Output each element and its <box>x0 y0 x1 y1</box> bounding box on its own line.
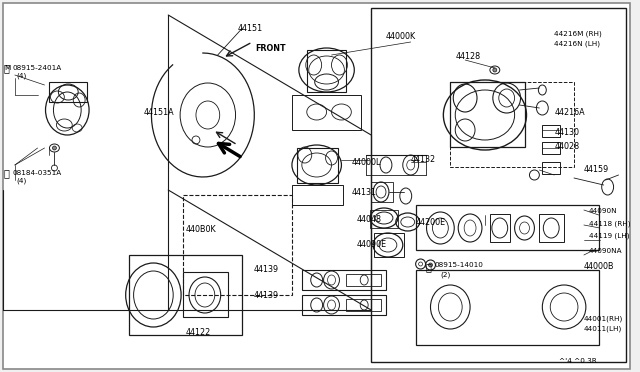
Text: 44131: 44131 <box>351 188 376 197</box>
Bar <box>542 125 560 137</box>
Bar <box>129 255 243 335</box>
Bar <box>451 82 525 147</box>
Text: 44130: 44130 <box>554 128 579 137</box>
Bar <box>49 82 87 102</box>
Text: 44000K: 44000K <box>386 32 416 41</box>
Text: 440B0K: 440B0K <box>186 225 217 234</box>
Text: 44132: 44132 <box>411 155 436 164</box>
Bar <box>371 8 627 362</box>
Text: 44001(RH): 44001(RH) <box>584 315 623 321</box>
Ellipse shape <box>493 68 497 72</box>
Bar <box>415 270 599 345</box>
Ellipse shape <box>429 263 433 267</box>
Text: 44122: 44122 <box>186 328 211 337</box>
Text: 44151A: 44151A <box>143 108 174 117</box>
Bar <box>370 210 398 228</box>
Bar <box>371 182 393 202</box>
Text: 44159: 44159 <box>584 165 609 174</box>
Bar <box>542 162 560 174</box>
Text: 44000L: 44000L <box>351 158 381 167</box>
Bar <box>346 274 381 286</box>
Text: 44090NA: 44090NA <box>589 248 623 254</box>
Ellipse shape <box>52 146 56 150</box>
Bar <box>540 214 564 242</box>
Text: 44090N: 44090N <box>589 208 618 214</box>
Bar <box>292 185 344 205</box>
Bar <box>374 233 404 257</box>
Text: Ⓑ: Ⓑ <box>4 168 10 178</box>
Bar <box>307 50 346 92</box>
Text: 44000B: 44000B <box>584 262 614 271</box>
Bar <box>346 299 381 311</box>
Text: M: M <box>4 65 10 71</box>
Text: (2): (2) <box>440 272 451 279</box>
Text: 44090E: 44090E <box>356 240 387 249</box>
Text: (4): (4) <box>17 178 27 184</box>
Bar <box>302 295 386 315</box>
Text: (4): (4) <box>17 73 27 79</box>
Bar <box>490 214 509 242</box>
Text: 44048: 44048 <box>356 215 381 224</box>
Text: 44028: 44028 <box>554 142 579 151</box>
Text: 44151: 44151 <box>237 24 262 33</box>
Text: 44216M (RH): 44216M (RH) <box>554 30 602 36</box>
Bar <box>415 205 599 250</box>
Text: 44128: 44128 <box>455 52 481 61</box>
Text: 44139: 44139 <box>253 291 278 299</box>
Text: 08184-0351A: 08184-0351A <box>13 170 62 176</box>
Text: FRONT: FRONT <box>255 44 286 53</box>
Bar <box>183 272 228 317</box>
Text: 44118 (RH): 44118 (RH) <box>589 220 630 227</box>
Bar <box>183 195 292 295</box>
Text: 44216N (LH): 44216N (LH) <box>554 40 600 46</box>
Text: 08915-14010: 08915-14010 <box>435 262 483 268</box>
Text: ⓜ: ⓜ <box>4 63 10 73</box>
Text: 44216A: 44216A <box>554 108 585 117</box>
Bar <box>302 270 386 290</box>
Text: 44011(LH): 44011(LH) <box>584 325 622 331</box>
Bar <box>292 95 361 130</box>
Bar <box>297 148 339 183</box>
Text: 08915-2401A: 08915-2401A <box>13 65 62 71</box>
Bar <box>542 142 560 154</box>
Bar <box>451 82 574 167</box>
Text: ^'4 ^0 3R: ^'4 ^0 3R <box>559 358 597 364</box>
Text: 44119 (LH): 44119 (LH) <box>589 232 629 238</box>
Text: ⓜ: ⓜ <box>426 262 431 272</box>
Text: 44200E: 44200E <box>415 218 446 227</box>
Text: 44139: 44139 <box>253 266 278 275</box>
